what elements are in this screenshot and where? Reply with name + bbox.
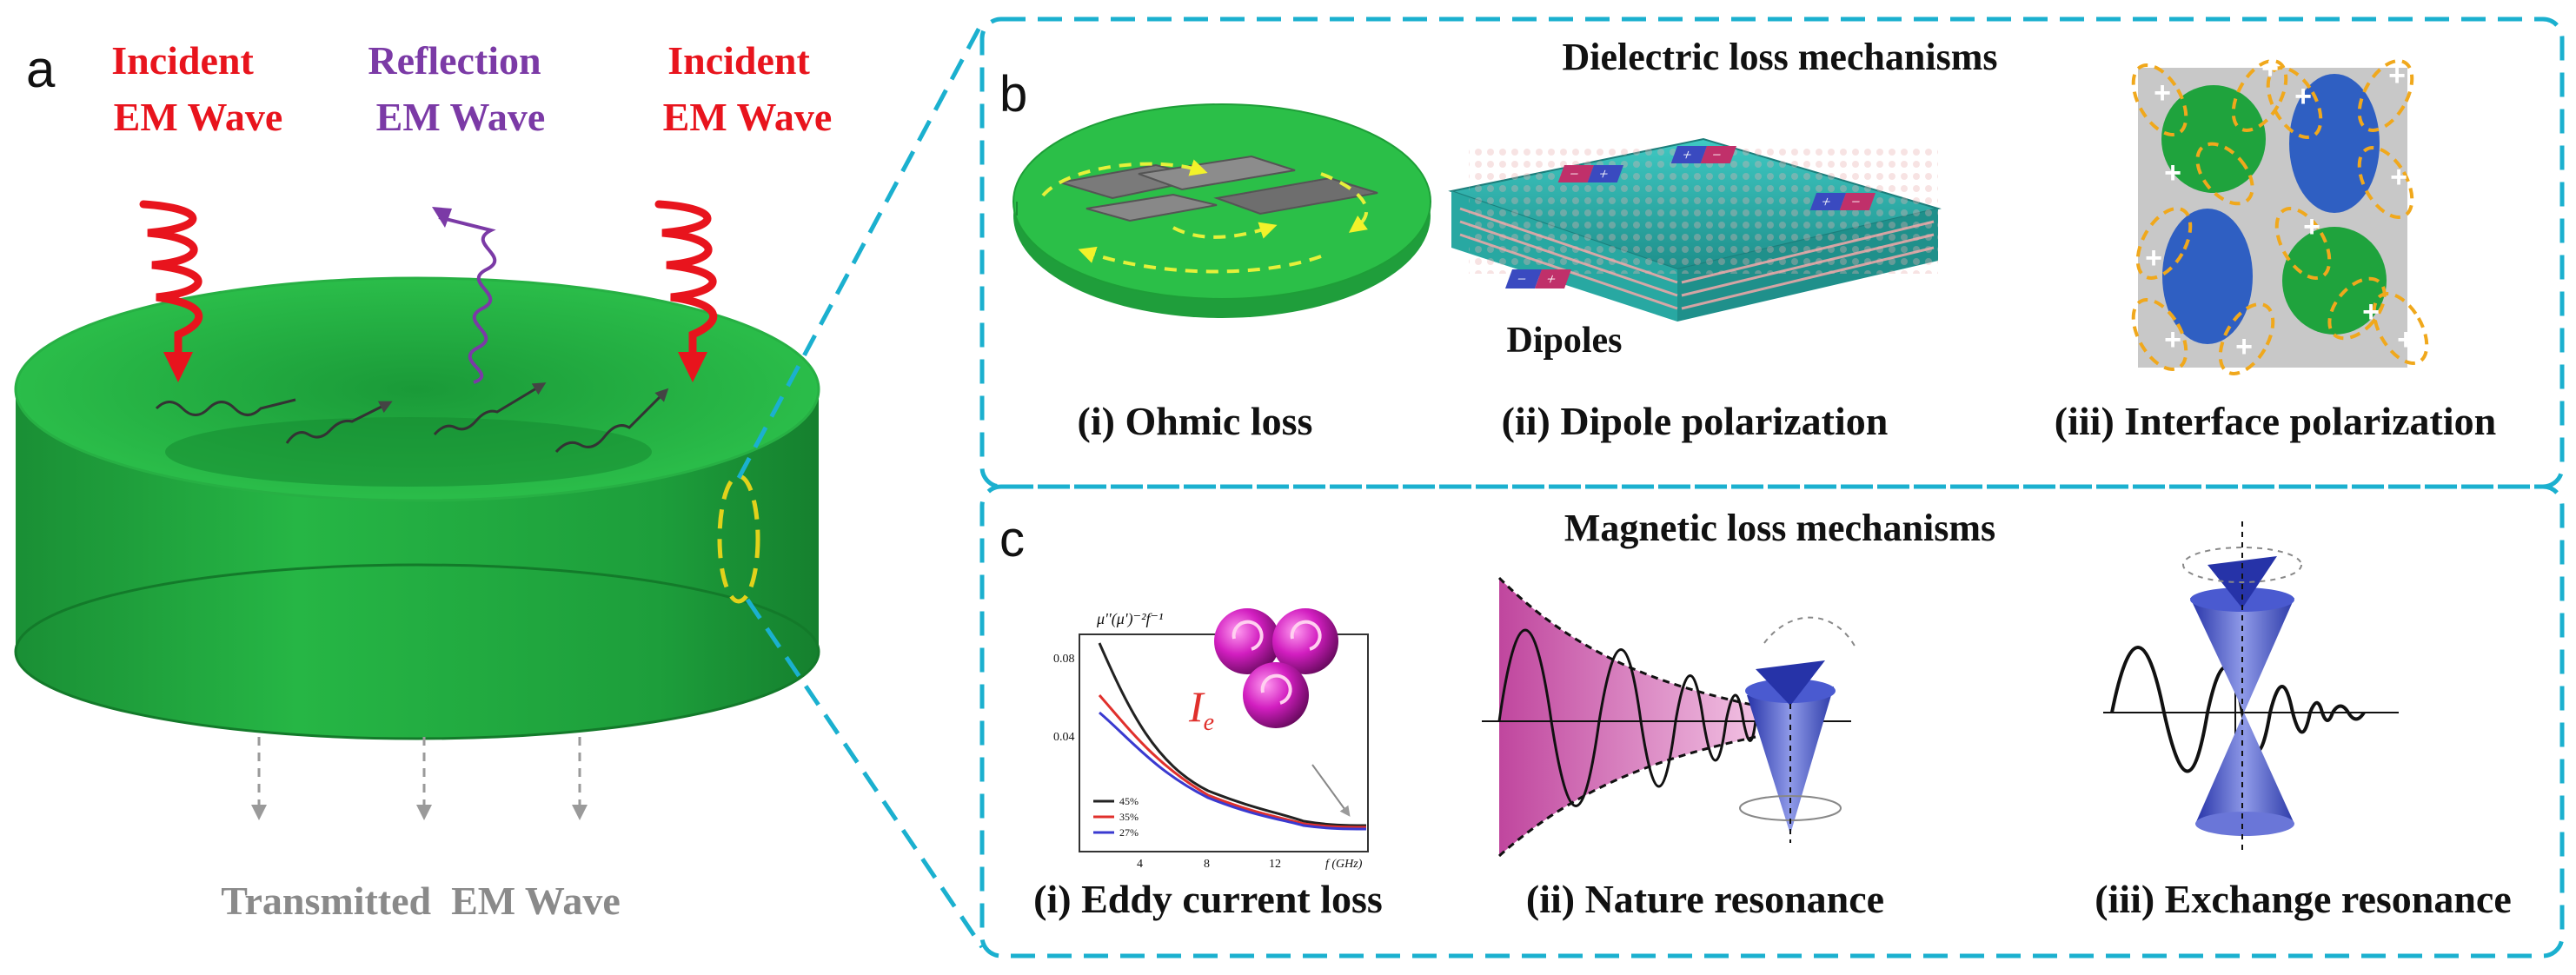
dipoles-label: Dipoles <box>1506 321 1622 361</box>
eddy-current-symbol: Ie <box>1188 682 1214 736</box>
panel-c-title: Magnetic loss mechanisms <box>1564 507 1995 549</box>
incident-wave-right-label: Incident EM Wave <box>663 38 833 139</box>
panel-c-frame <box>979 484 2565 958</box>
panel-a-letter: a <box>26 40 56 98</box>
incident-wave-left <box>139 200 203 382</box>
plot-xtick-4: 4 <box>1137 858 1143 871</box>
caption-nature-resonance: (ii) Nature resonance <box>1526 877 1884 921</box>
disk-bottom-edge <box>14 563 820 740</box>
zoom-lines <box>736 21 985 949</box>
ohmic-loss-illustration <box>1012 103 1431 318</box>
plot-curve-27 <box>1099 711 1367 831</box>
svg-text:+: + <box>2303 210 2320 243</box>
incident-right-line1: Incident <box>667 38 810 83</box>
svg-text:+: + <box>2145 242 2162 275</box>
reflection-wave-label: Reflection EM Wave <box>368 38 545 139</box>
panel-c-letter: c <box>999 511 1025 567</box>
incident-right-line2: EM Wave <box>663 95 833 139</box>
caption-ohmic-loss: (i) Ohmic loss <box>1078 399 1313 443</box>
plot-legend: 45% 35% 27% <box>1093 795 1139 839</box>
exchange-resonance-illustration <box>2103 521 2399 852</box>
reflection-wave <box>432 207 497 384</box>
svg-text:+: + <box>2388 59 2406 92</box>
svg-text:+: + <box>2164 323 2181 356</box>
reflection-line1: Reflection <box>368 38 541 83</box>
caption-dipole-polarization: (ii) Dipole polarization <box>1502 399 1889 443</box>
eddy-pointer <box>1311 764 1351 817</box>
svg-text:+: + <box>2261 52 2279 85</box>
incident-left-line2: EM Wave <box>114 95 283 139</box>
nature-resonance-illustration <box>1482 576 1856 858</box>
plot-ytick-008: 0.08 <box>1053 653 1075 666</box>
transmitted-arrows <box>251 737 588 820</box>
dipole-markers: − + + − + − − + <box>1504 146 1876 289</box>
reflection-line2: EM Wave <box>376 95 546 139</box>
svg-text:+: + <box>2390 161 2407 194</box>
scatter-path-4 <box>554 388 669 454</box>
incident-wave-left-label: Incident EM Wave <box>111 38 282 139</box>
incident-wave-right <box>654 200 718 382</box>
legend-27: 27% <box>1119 826 1139 839</box>
plot-xlabel: f (GHz) <box>1325 858 1363 871</box>
svg-text:+: + <box>2294 80 2312 113</box>
plot-ytick-004: 0.04 <box>1053 731 1075 744</box>
eddy-current-particles <box>1214 608 1338 728</box>
dipole-polarization-illustration: − + + − + − − + <box>1448 137 1942 322</box>
panel-b-letter: b <box>999 66 1027 123</box>
zoom-region-marker <box>717 474 760 604</box>
caption-eddy-current-loss: (i) Eddy current loss <box>1033 877 1383 921</box>
legend-45: 45% <box>1119 795 1139 807</box>
scatter-path-3 <box>433 382 547 436</box>
plot-xtick-12: 12 <box>1269 858 1281 871</box>
plot-curve-45 <box>1098 642 1367 827</box>
panel-b-title: Dielectric loss mechanisms <box>1563 36 1998 78</box>
plot-xtick-8: 8 <box>1204 858 1210 871</box>
absorber-disk <box>14 276 820 740</box>
plot-curve-35 <box>1098 694 1367 829</box>
svg-text:+: + <box>2397 323 2414 356</box>
eddy-current-plot: μ''(μ')⁻²f⁻¹ 0.08 0.04 4 8 12 f (GHz) 45… <box>1053 608 1369 871</box>
svg-text:+: + <box>2154 76 2171 109</box>
svg-text:+: + <box>2164 156 2181 189</box>
caption-exchange-resonance: (iii) Exchange resonance <box>2095 877 2512 921</box>
scatter-path-2 <box>285 401 393 444</box>
svg-text:+: + <box>2362 295 2380 328</box>
plot-ylabel: μ''(μ')⁻²f⁻¹ <box>1096 610 1163 628</box>
scatter-path-1 <box>155 398 296 416</box>
svg-text:+: + <box>2235 330 2253 363</box>
panel-b-frame <box>979 17 2565 489</box>
transmitted-wave-label: Transmitted EM Wave <box>221 879 621 923</box>
legend-35: 35% <box>1119 811 1139 823</box>
caption-interface-polarization: (iii) Interface polarization <box>2055 399 2496 443</box>
interface-polarization-illustration: + + + + + + + + + + + + <box>2131 52 2429 375</box>
incident-left-line1: Incident <box>111 38 254 83</box>
disk-top-shadow <box>165 417 652 487</box>
